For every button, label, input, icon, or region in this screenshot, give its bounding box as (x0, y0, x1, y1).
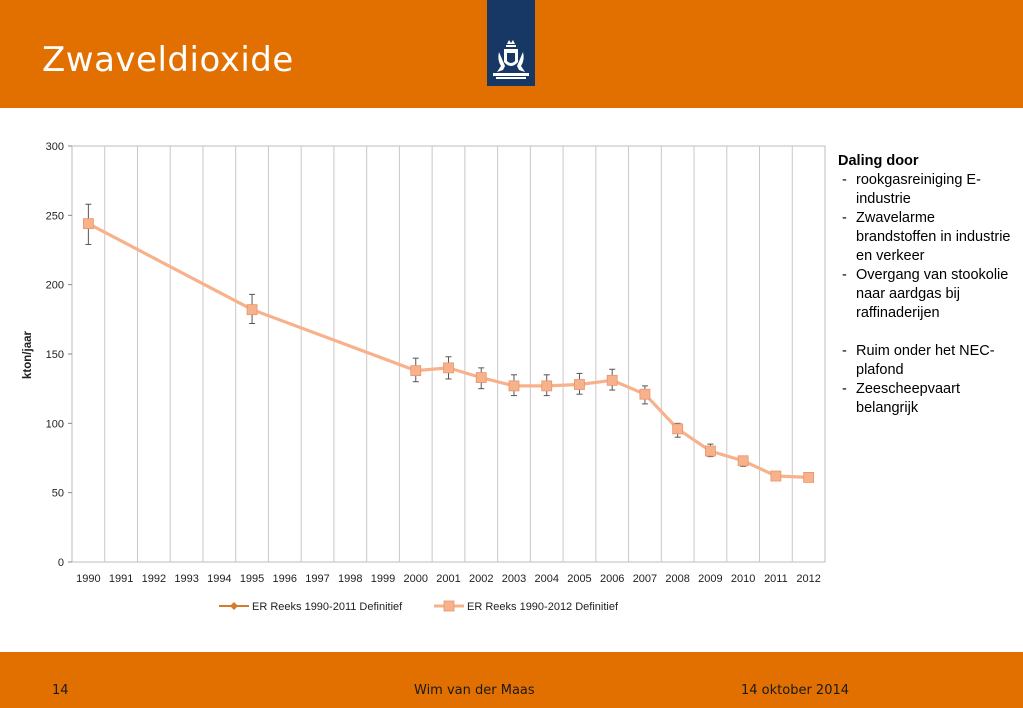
notes-list-b: Ruim onder het NEC-plafond Zeescheepvaar… (838, 342, 1018, 418)
data-point (82, 218, 94, 230)
y-tick-label: 200 (46, 280, 64, 292)
chart: 0 50 100 150 200 250 300 1990 1991 1992 1993 1994 19… (22, 141, 826, 613)
data-point (541, 380, 553, 392)
data-point (508, 380, 520, 392)
notes-heading: Daling door (838, 153, 919, 169)
data-point (443, 362, 454, 374)
chart-legend: ER Reeks 1990-2011 Definitief ER Reeks 19… (219, 600, 619, 613)
legend-label: ER Reeks 1990-2011 Definitief (252, 601, 403, 613)
x-tick-label: 2004 (534, 573, 558, 585)
data-point (475, 372, 487, 383)
x-tick-label: 2008 (665, 573, 689, 585)
y-tick-label: 0 (58, 557, 64, 569)
x-tick-label: 2009 (698, 573, 722, 585)
x-tick-label: 2011 (764, 573, 788, 585)
note-item: Zeescheepvaart belangrijk (838, 380, 1018, 418)
x-tick-label: 1996 (273, 573, 297, 585)
notes-spacer (838, 323, 1018, 342)
x-tick-label: 2003 (502, 573, 526, 585)
data-point (803, 472, 815, 483)
page-number: 14 (52, 683, 69, 698)
y-tick-label: 150 (46, 349, 64, 361)
chart-axes: 0 50 100 150 200 250 300 1990 1991 1992 1993 1994 19… (46, 141, 821, 585)
x-tick-label: 1995 (240, 573, 264, 585)
y-tick-label: 250 (46, 210, 64, 222)
plot-area (71, 145, 826, 563)
footer-author: Wim van der Maas (414, 683, 535, 698)
legend-marker (230, 602, 238, 610)
x-tick-label: 1994 (207, 573, 231, 585)
x-tick-label: 2000 (404, 573, 428, 585)
series-line (87, 222, 809, 479)
data-point (410, 365, 422, 377)
footer-bar (0, 652, 1023, 708)
y-tick-label: 100 (46, 418, 64, 430)
note-item: rookgasreiniging E-industrie (838, 171, 1018, 209)
x-tick-label: 2010 (731, 573, 755, 585)
x-tick-label: 2012 (796, 573, 820, 585)
x-tick-label: 2007 (633, 573, 657, 585)
data-point (639, 388, 651, 400)
data-point (737, 455, 749, 467)
y-tick-label: 50 (52, 488, 64, 500)
x-tick-label: 1997 (305, 573, 329, 585)
x-tick-label: 1999 (371, 573, 395, 585)
x-tick-label: 2005 (567, 573, 591, 585)
chart-series (82, 203, 815, 483)
note-item: Overgang van stookolie naar aardgas bij … (838, 266, 1018, 323)
data-point (246, 304, 258, 316)
data-point (770, 470, 782, 482)
x-tick-label: 1993 (174, 573, 198, 585)
notes-panel: Daling door rookgasreiniging E-industrie… (838, 152, 1018, 418)
x-tick-label: 1992 (142, 573, 166, 585)
x-tick-label: 1998 (338, 573, 362, 585)
x-tick-label: 1990 (76, 573, 100, 585)
x-tick-label: 2002 (469, 573, 493, 585)
chart-grid (71, 145, 826, 563)
note-item: Ruim onder het NEC-plafond (838, 342, 1018, 380)
data-point (672, 423, 684, 435)
note-item: Zwavelarme brandstoffen in industrie en … (838, 209, 1018, 266)
data-point (574, 379, 585, 390)
data-point (705, 445, 716, 457)
x-tick-label: 1991 (109, 573, 133, 585)
slide-title: Zwaveldioxide (42, 40, 294, 80)
notes-list-a: rookgasreiniging E-industrie Zwavelarme … (838, 171, 1018, 323)
x-tick-label: 2001 (436, 573, 460, 585)
legend-label: ER Reeks 1990-2012 Definitief (467, 601, 619, 613)
logo (487, 0, 535, 86)
legend-marker (443, 600, 455, 612)
x-tick-label: 2006 (600, 573, 624, 585)
footer-date: 14 oktober 2014 (741, 683, 850, 698)
series-line (87, 222, 809, 479)
y-axis-label: kton/jaar (22, 331, 34, 379)
data-point (606, 374, 618, 386)
crest-icon (493, 40, 529, 79)
y-tick-label: 300 (46, 141, 64, 153)
